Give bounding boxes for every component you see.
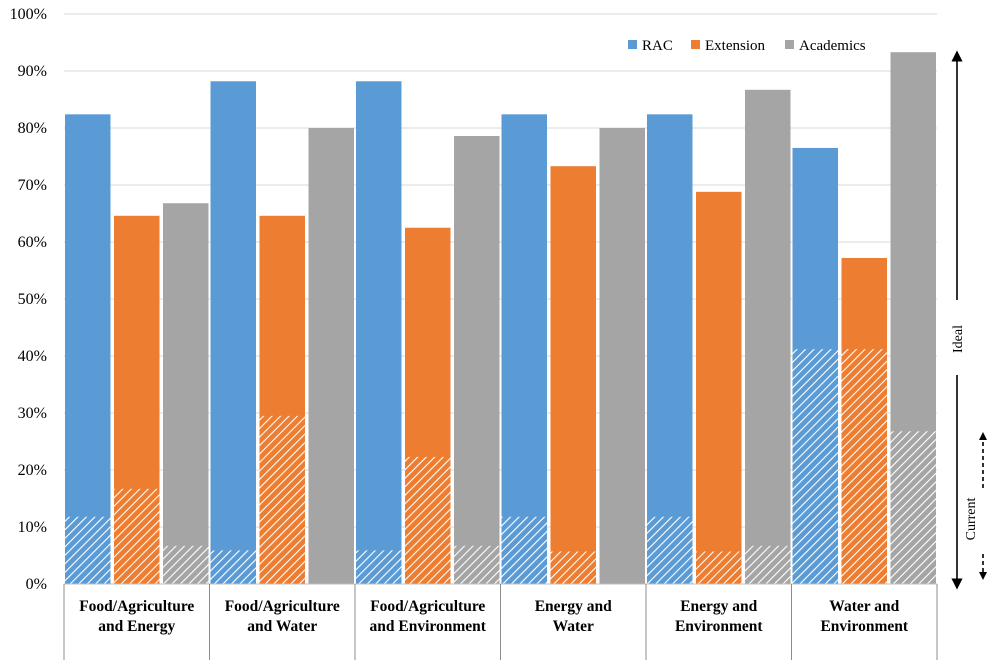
bar-rac-ideal xyxy=(501,114,547,584)
category-label: Energy and Water xyxy=(535,598,612,635)
annotation-arrows: Ideal Current xyxy=(944,50,989,590)
bar-academics-current xyxy=(745,545,791,584)
current-label-bg xyxy=(962,490,989,552)
bar-academics-current xyxy=(163,545,209,584)
category-label: Water and Environment xyxy=(820,598,908,635)
category-label: Food/Agriculture and Energy xyxy=(79,598,194,635)
current-arrowhead-top xyxy=(979,432,987,440)
bar-academics-ideal xyxy=(599,128,645,584)
legend-swatch-rac xyxy=(628,40,637,49)
bars xyxy=(65,52,936,585)
bar-rac-ideal xyxy=(210,81,256,584)
y-tick-label: 80% xyxy=(18,120,47,137)
category-label: Food/Agriculture and Water xyxy=(225,598,340,635)
y-tick-label: 70% xyxy=(18,177,47,194)
y-tick-label: 40% xyxy=(18,348,47,365)
x-axis: Food/Agriculture and Energy Food/Agricultu… xyxy=(63,583,938,660)
bar-extension-current xyxy=(550,551,596,584)
bar-extension-current xyxy=(114,488,160,584)
bar-rac-current xyxy=(647,516,693,584)
y-tick-label: 20% xyxy=(18,462,47,479)
ideal-label-bg xyxy=(944,300,970,375)
y-tick-label: 90% xyxy=(18,63,47,80)
bar-extension-ideal xyxy=(550,166,596,584)
y-tick-label: 50% xyxy=(18,291,47,308)
bar-extension-current xyxy=(696,551,742,584)
y-tick-label: 0% xyxy=(26,576,47,593)
bar-academics-ideal xyxy=(745,89,791,584)
bar-rac-ideal xyxy=(356,81,402,584)
bar-academics-ideal xyxy=(163,203,209,585)
y-axis: 0% 10% 20% 30% 40% 50% 60% 70% 80% 90% 100% xyxy=(10,6,47,593)
y-tick-label: 10% xyxy=(18,519,47,536)
bar-rac-ideal xyxy=(65,114,111,584)
y-tick-label: 30% xyxy=(18,405,47,422)
bar-academics-ideal xyxy=(308,128,354,584)
legend-label-academics: Academics xyxy=(799,38,866,54)
legend-label-extension: Extension xyxy=(705,38,765,54)
y-tick-label: 100% xyxy=(10,6,47,23)
bar-rac-current xyxy=(356,550,402,584)
category-label: Food/Agriculture and Environment xyxy=(370,598,487,635)
legend: RAC Extension Academics xyxy=(628,38,866,54)
legend-swatch-academics xyxy=(785,40,794,49)
bar-rac-current xyxy=(65,516,111,584)
bar-academics-current xyxy=(454,545,500,584)
category-label: Energy and Environment xyxy=(675,598,763,635)
bar-rac-current xyxy=(210,550,256,584)
bar-extension-current xyxy=(841,349,887,584)
bar-rac-current xyxy=(792,349,838,584)
bar-extension-current xyxy=(405,456,451,584)
legend-swatch-extension xyxy=(691,40,700,49)
legend-label-rac: RAC xyxy=(642,38,673,54)
bar-extension-ideal xyxy=(696,191,742,584)
bar-academics-ideal xyxy=(454,135,500,585)
bar-rac-ideal xyxy=(647,114,693,584)
bar-extension-current xyxy=(259,415,305,584)
bar-academics-current xyxy=(890,431,936,584)
current-arrowhead-bottom xyxy=(979,572,987,580)
ideal-label: Ideal xyxy=(951,325,966,353)
current-label: Current xyxy=(964,498,979,541)
y-tick-label: 60% xyxy=(18,234,47,251)
bar-rac-current xyxy=(501,516,547,584)
gridlines xyxy=(64,13,937,528)
